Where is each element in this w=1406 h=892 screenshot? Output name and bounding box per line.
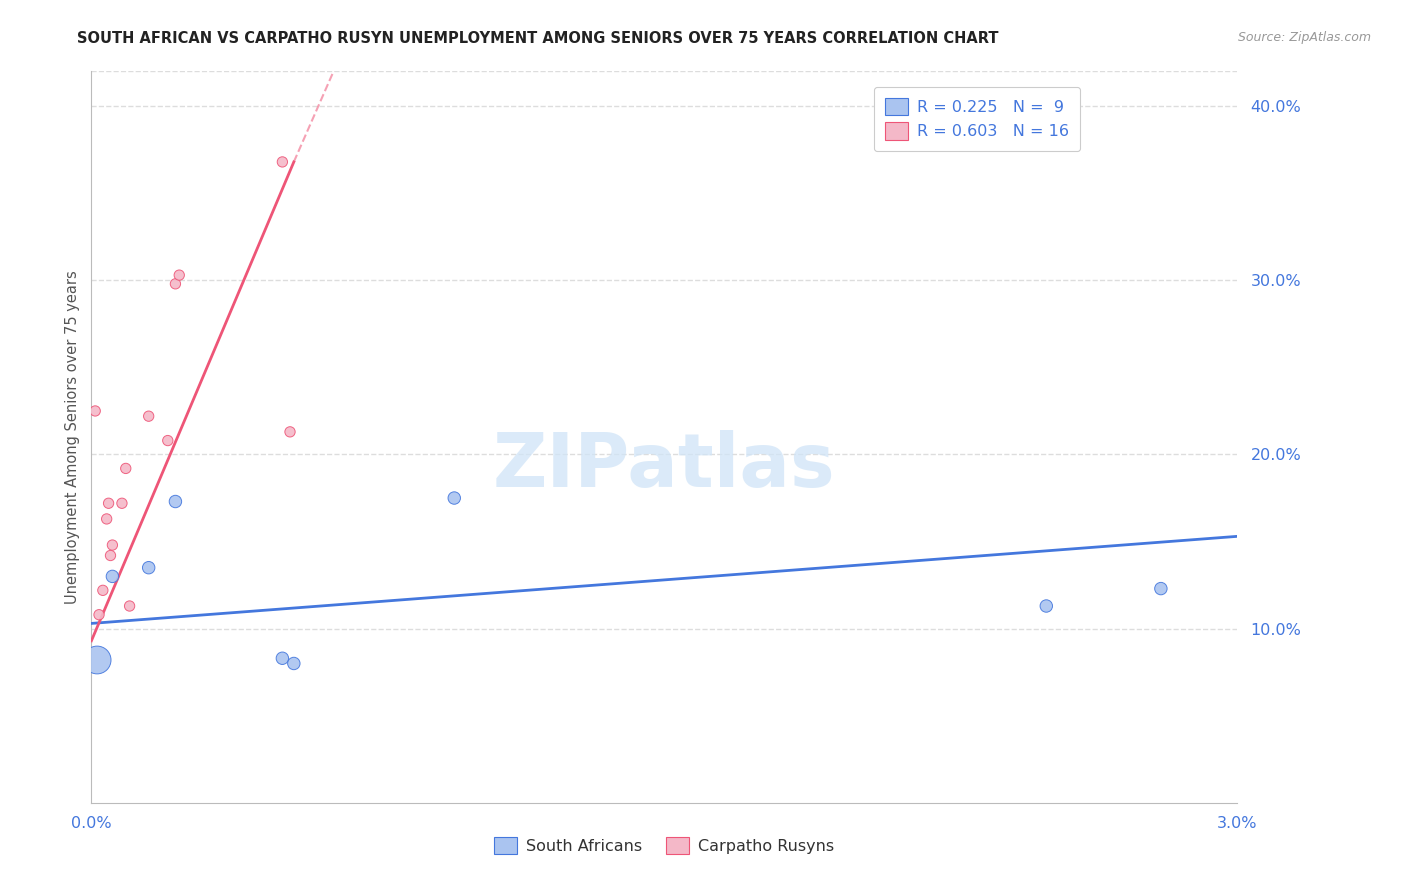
Point [118,599,141,613]
Point [96,512,118,526]
Point [271,155,294,169]
Point [1150,582,1173,596]
Point [138,409,160,424]
Legend: South Africans, Carpatho Rusyns: South Africans, Carpatho Rusyns [488,830,841,861]
Point [114,461,136,475]
Point [1035,599,1057,613]
Point [84,404,107,418]
Point [283,657,305,671]
Point [443,491,465,505]
Point [111,496,134,510]
Point [100,549,122,563]
Point [101,538,124,552]
Point [165,277,187,291]
Point [86,653,108,667]
Point [156,434,179,448]
Point [138,560,160,574]
Point [278,425,301,439]
Point [97,496,120,510]
Point [271,651,294,665]
Point [165,494,187,508]
Point [101,569,124,583]
Text: SOUTH AFRICAN VS CARPATHO RUSYN UNEMPLOYMENT AMONG SENIORS OVER 75 YEARS CORRELA: SOUTH AFRICAN VS CARPATHO RUSYN UNEMPLOY… [77,31,998,46]
Text: Source: ZipAtlas.com: Source: ZipAtlas.com [1237,31,1371,45]
Point [91,583,114,598]
Point [167,268,190,282]
Point [87,607,110,622]
Y-axis label: Unemployment Among Seniors over 75 years: Unemployment Among Seniors over 75 years [65,270,80,604]
Text: ZIPatlas: ZIPatlas [494,430,835,503]
